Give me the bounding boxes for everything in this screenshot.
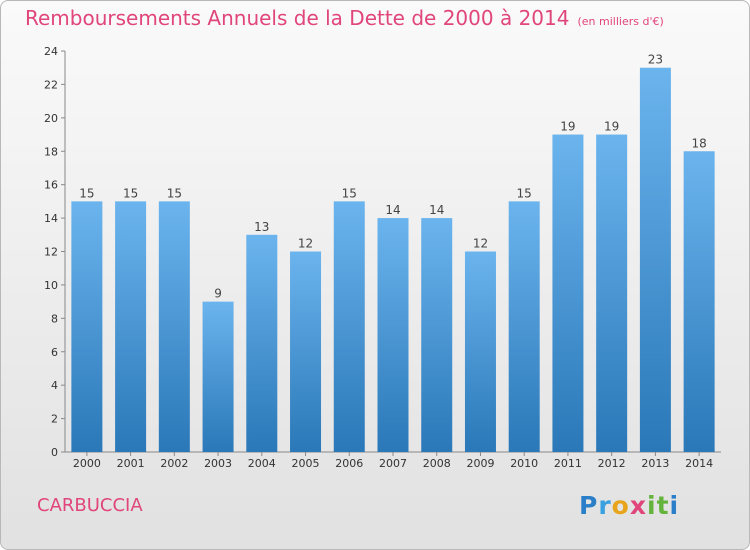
bar bbox=[421, 218, 453, 452]
x-tick-label: 2011 bbox=[554, 457, 582, 470]
x-tick-label: 2002 bbox=[160, 457, 188, 470]
commune-name: CARBUCCIA bbox=[37, 495, 143, 516]
y-tick-label: 10 bbox=[44, 279, 58, 292]
x-tick-label: 2003 bbox=[204, 457, 232, 470]
chart-title: Remboursements Annuels de la Dette de 20… bbox=[25, 6, 664, 30]
y-tick-label: 18 bbox=[44, 145, 58, 158]
y-tick-label: 6 bbox=[51, 346, 58, 359]
x-tick-label: 2000 bbox=[73, 457, 101, 470]
bar-value-label: 14 bbox=[385, 203, 400, 217]
y-tick-label: 20 bbox=[44, 112, 58, 125]
y-tick-label: 12 bbox=[44, 246, 58, 259]
bar-value-label: 12 bbox=[298, 237, 313, 251]
bar bbox=[464, 251, 496, 452]
bar bbox=[333, 201, 365, 452]
bar-value-label: 15 bbox=[517, 186, 532, 200]
bar-value-label: 18 bbox=[691, 136, 706, 150]
bar-value-label: 19 bbox=[604, 120, 619, 134]
bar-value-label: 13 bbox=[254, 220, 269, 234]
bar bbox=[683, 151, 715, 452]
y-tick-label: 22 bbox=[44, 78, 58, 91]
bar-value-label: 14 bbox=[429, 203, 444, 217]
x-axis: 2000 2001 2002 2003 2004 2005 2006 2007 2008 2009… bbox=[65, 451, 721, 470]
x-tick-label: 2014 bbox=[685, 457, 713, 470]
y-tick-label: 16 bbox=[44, 179, 58, 192]
proxiti-logo[interactable]: Proxiti bbox=[579, 491, 679, 520]
y-tick-label: 24 bbox=[44, 45, 58, 58]
x-tick-label: 2007 bbox=[379, 457, 407, 470]
y-tick-label: 2 bbox=[51, 413, 58, 426]
bar-value-label: 12 bbox=[473, 237, 488, 251]
logo-letter: o bbox=[611, 491, 630, 520]
bar bbox=[246, 234, 278, 452]
bar bbox=[596, 134, 628, 452]
x-tick-label: 2010 bbox=[510, 457, 538, 470]
bar bbox=[290, 251, 322, 452]
x-tick-label: 2005 bbox=[292, 457, 320, 470]
chart-title-main: Remboursements Annuels de la Dette de 20… bbox=[25, 6, 570, 30]
y-tick-label: 0 bbox=[51, 446, 58, 459]
logo-letter: t bbox=[656, 491, 670, 520]
x-tick-label: 2001 bbox=[117, 457, 145, 470]
x-tick-label: 2004 bbox=[248, 457, 276, 470]
logo-letter: x bbox=[629, 491, 647, 520]
bar-value-label: 19 bbox=[560, 120, 575, 134]
x-tick-label: 2013 bbox=[641, 457, 669, 470]
logo-letter: i bbox=[669, 491, 680, 520]
bar-value-label: 15 bbox=[79, 186, 94, 200]
y-tick-label: 14 bbox=[44, 212, 58, 225]
bar-value-label: 15 bbox=[123, 186, 138, 200]
chart-title-unit: (en milliers d'€) bbox=[577, 15, 664, 28]
bar-value-label: 9 bbox=[214, 287, 222, 301]
bar-value-label: 15 bbox=[167, 186, 182, 200]
y-tick-label: 8 bbox=[51, 312, 58, 325]
x-tick-label: 2009 bbox=[466, 457, 494, 470]
bar bbox=[639, 67, 671, 452]
bar bbox=[552, 134, 584, 452]
bar-value-label: 15 bbox=[342, 186, 357, 200]
bar bbox=[115, 201, 147, 452]
bar bbox=[508, 201, 540, 452]
logo-letter: r bbox=[598, 491, 612, 520]
x-tick-label: 2012 bbox=[598, 457, 626, 470]
y-tick-label: 4 bbox=[51, 379, 58, 392]
bar bbox=[158, 201, 190, 452]
bar bbox=[202, 301, 234, 452]
x-tick-label: 2006 bbox=[335, 457, 363, 470]
logo-letter: P bbox=[579, 491, 599, 520]
bar bbox=[71, 201, 103, 452]
bars: 15 15 15 9 13 12 15 14 14 12 15 19 19 23 18 bbox=[71, 53, 715, 452]
logo-letter: i bbox=[647, 491, 657, 520]
bar bbox=[377, 218, 409, 452]
bar-value-label: 23 bbox=[648, 53, 663, 67]
x-tick-label: 2008 bbox=[423, 457, 451, 470]
